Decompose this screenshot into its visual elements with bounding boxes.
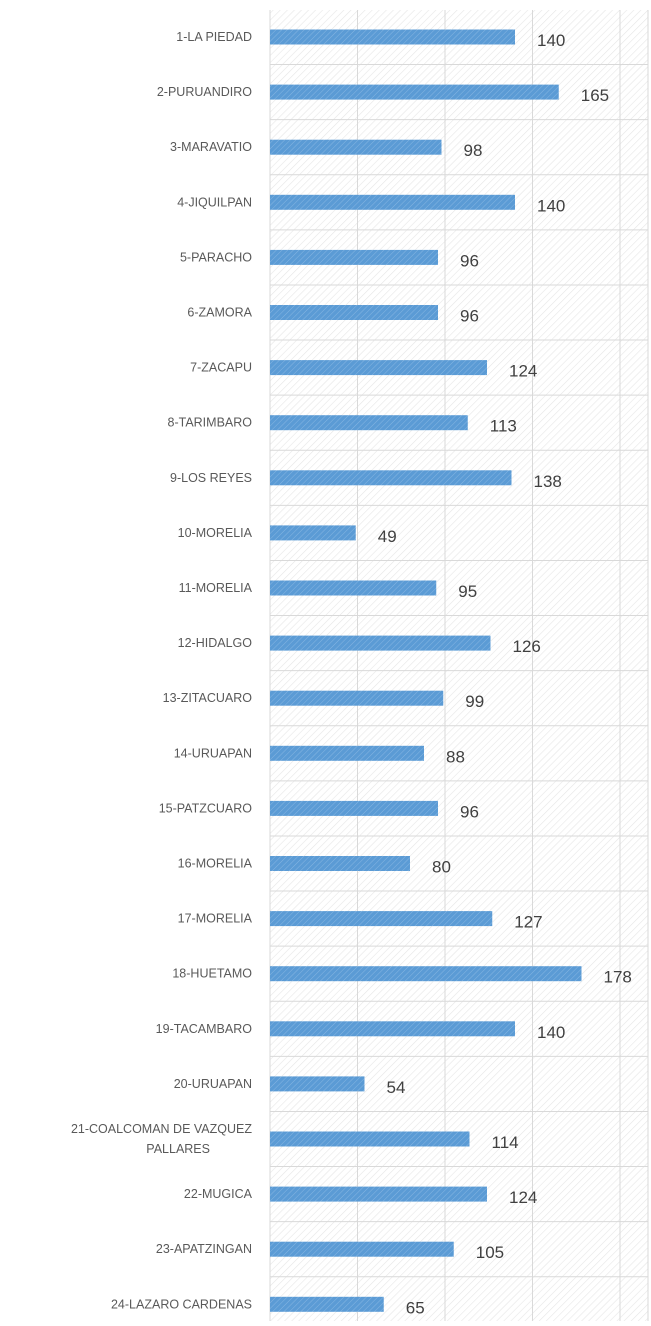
value-label: 127 bbox=[514, 913, 542, 932]
category-label: 17-MORELIA bbox=[178, 912, 253, 926]
value-label: 98 bbox=[464, 141, 483, 160]
category-label: 13-ZITACUARO bbox=[163, 691, 253, 705]
category-label: 7-ZACAPU bbox=[190, 361, 252, 375]
bar bbox=[270, 305, 438, 320]
bar bbox=[270, 635, 491, 651]
category-label: 8-TARIMBARO bbox=[168, 416, 253, 430]
value-label: 105 bbox=[476, 1243, 504, 1262]
category-label: 10-MORELIA bbox=[178, 526, 253, 540]
plot-area-background bbox=[270, 10, 648, 1321]
value-label: 140 bbox=[537, 31, 565, 50]
category-label: 9-LOS REYES bbox=[170, 471, 252, 485]
bar bbox=[270, 745, 424, 761]
value-label: 124 bbox=[509, 362, 537, 381]
value-label: 99 bbox=[465, 692, 484, 711]
value-label: 49 bbox=[378, 527, 397, 546]
category-label: 24-LAZARO CARDENAS bbox=[111, 1297, 252, 1311]
value-label: 140 bbox=[537, 196, 565, 215]
value-label: 178 bbox=[604, 968, 632, 987]
bar bbox=[270, 525, 356, 541]
bar bbox=[270, 139, 442, 155]
bar bbox=[270, 1241, 454, 1257]
value-label: 138 bbox=[534, 472, 562, 491]
category-label: 22-MUGICA bbox=[184, 1187, 253, 1201]
value-label: 140 bbox=[537, 1023, 565, 1042]
value-label: 95 bbox=[458, 582, 477, 601]
value-label: 96 bbox=[460, 307, 479, 326]
category-label: 14-URUAPAN bbox=[174, 746, 252, 760]
value-label: 114 bbox=[492, 1133, 519, 1152]
category-label: 21-COALCOMAN DE VAZQUEZ PALLARES bbox=[71, 1122, 252, 1156]
category-label: 20-URUAPAN bbox=[174, 1077, 252, 1091]
grid-lines bbox=[269, 10, 649, 1321]
value-label: 65 bbox=[406, 1298, 425, 1317]
value-label: 113 bbox=[490, 417, 517, 436]
category-label: 15-PATZCUARO bbox=[159, 801, 253, 815]
bar bbox=[270, 800, 438, 816]
category-label: 5-PARACHO bbox=[180, 250, 252, 264]
value-label: 88 bbox=[446, 747, 465, 766]
value-labels: 140 165 98 140 96 96 124 113 138 49 95 126 99 88 96 80 1… bbox=[378, 31, 632, 1317]
bar bbox=[270, 29, 515, 45]
bar bbox=[270, 194, 515, 210]
bar bbox=[270, 1076, 365, 1092]
category-label: 6-ZAMORA bbox=[187, 306, 252, 320]
bar bbox=[270, 415, 468, 431]
value-label: 96 bbox=[460, 251, 479, 270]
category-label: 12-HIDALGO bbox=[178, 636, 253, 650]
bar bbox=[270, 84, 559, 100]
bars bbox=[270, 29, 582, 1312]
category-labels: 1-LA PIEDAD 2-PURUANDIRO 3-MARAVATIO 4-JIQU… bbox=[71, 30, 253, 1311]
category-label: 1-LA PIEDAD bbox=[176, 30, 252, 44]
bar bbox=[270, 360, 487, 376]
category-label: 3-MARAVATIO bbox=[170, 140, 252, 154]
category-label: 23-APATZINGAN bbox=[156, 1242, 252, 1256]
bar bbox=[270, 1021, 515, 1037]
value-label: 124 bbox=[509, 1188, 537, 1207]
bar bbox=[270, 690, 444, 706]
category-label: 16-MORELIA bbox=[178, 857, 253, 871]
bar bbox=[270, 1131, 470, 1147]
category-label: 11-MORELIA bbox=[179, 581, 253, 595]
bar bbox=[270, 470, 512, 486]
category-label: 19-TACAMBARO bbox=[156, 1022, 253, 1036]
bar bbox=[270, 249, 438, 265]
category-label: 4-JIQUILPAN bbox=[177, 195, 252, 209]
bar bbox=[270, 1296, 384, 1312]
bar bbox=[270, 911, 493, 927]
value-label: 54 bbox=[387, 1078, 406, 1097]
value-label: 165 bbox=[581, 86, 609, 105]
value-label: 96 bbox=[460, 802, 479, 821]
category-label: 2-PURUANDIRO bbox=[157, 85, 252, 99]
bar bbox=[270, 856, 410, 871]
bar bbox=[270, 580, 437, 596]
value-label: 80 bbox=[432, 858, 451, 877]
value-label: 126 bbox=[513, 637, 541, 656]
bar bbox=[270, 1186, 487, 1202]
category-label: 18-HUETAMO bbox=[172, 967, 252, 981]
bar bbox=[270, 966, 582, 982]
